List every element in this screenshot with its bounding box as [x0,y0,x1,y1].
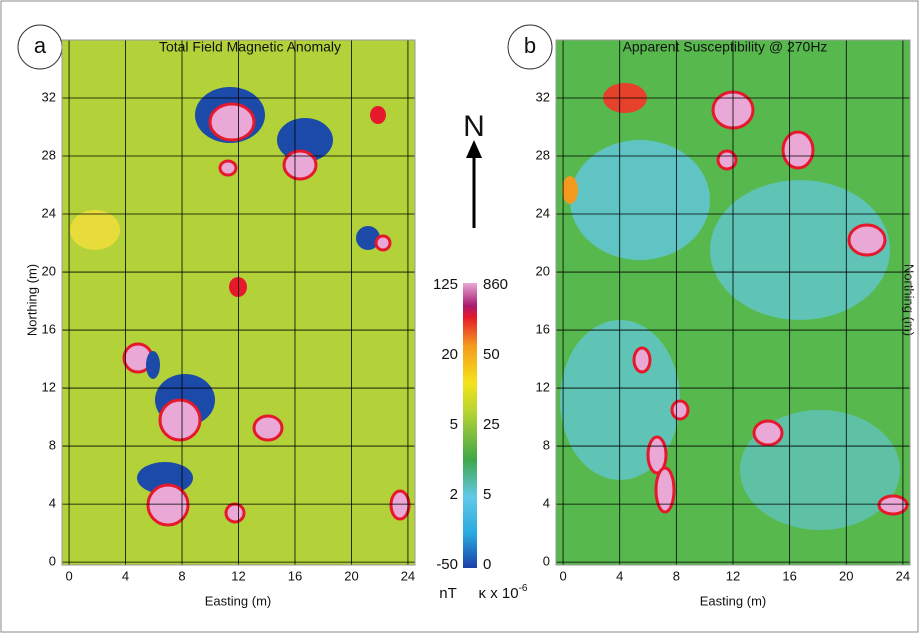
x-tick-label: 24 [401,568,415,583]
colorbar-label: 125 [433,276,458,293]
plot-border [61,39,416,566]
y-tick-label: 0 [543,554,550,569]
colorbar-unit: κ x 10-6 [479,583,528,602]
unit-base: κ x 10 [479,585,519,602]
y-tick-label: 4 [49,496,56,511]
colorbar-unit: nT [439,585,457,602]
colorbar-label: 25 [483,416,500,433]
colorbar [463,283,477,568]
x-tick-label: 0 [559,568,566,583]
y-tick-label: 20 [536,263,550,278]
colorbar-label: 50 [483,346,500,363]
x-tick-label: 20 [344,568,358,583]
panel-label: a [34,33,47,58]
x-axis-label: Easting (m) [700,593,766,608]
panel-badge [507,24,553,70]
colorbar-label: 0 [483,556,491,573]
colorbar-label: -50 [436,556,458,573]
y-tick-label: 16 [42,321,56,336]
colorbar-label: 2 [450,486,458,503]
y-tick-label: 32 [536,89,550,104]
panel-label: b [524,33,536,58]
colorbar-label: 20 [441,346,458,363]
north-arrowhead [466,140,482,158]
y-tick-label: 20 [42,263,56,278]
y-tick-label: 8 [49,438,56,453]
x-tick-label: 20 [839,568,853,583]
unit-exponent: -6 [519,583,528,594]
y-tick-label: 12 [42,380,56,395]
x-tick-label: 24 [896,568,910,583]
panel-title: Total Field Magnetic Anomaly [159,39,341,55]
plot-border [555,39,911,566]
y-tick-label: 16 [536,321,550,336]
x-tick-label: 12 [231,568,245,583]
colorbar-label: 5 [450,416,458,433]
panel-title: Apparent Susceptibility @ 270Hz [623,39,828,55]
y-axis-label: Northing (m) [24,264,39,336]
y-tick-label: 4 [543,496,550,511]
y-tick-label: 28 [42,147,56,162]
y-tick-label: 8 [543,438,550,453]
x-tick-label: 16 [288,568,302,583]
x-tick-label: 12 [726,568,740,583]
colorbar-label: 860 [483,276,508,293]
colorbar-label: 5 [483,486,491,503]
y-axis-label: Northing (m) [902,264,917,336]
x-tick-label: 8 [178,568,185,583]
north-label: N [463,110,485,143]
y-tick-label: 24 [42,205,56,220]
x-tick-label: 8 [673,568,680,583]
x-tick-label: 4 [616,568,623,583]
y-tick-label: 32 [42,89,56,104]
y-tick-label: 0 [49,554,56,569]
y-tick-label: 12 [536,380,550,395]
x-tick-label: 16 [782,568,796,583]
x-axis-label: Easting (m) [205,593,271,608]
y-tick-label: 28 [536,147,550,162]
x-tick-label: 4 [122,568,129,583]
y-tick-label: 24 [536,205,550,220]
x-tick-label: 0 [65,568,72,583]
